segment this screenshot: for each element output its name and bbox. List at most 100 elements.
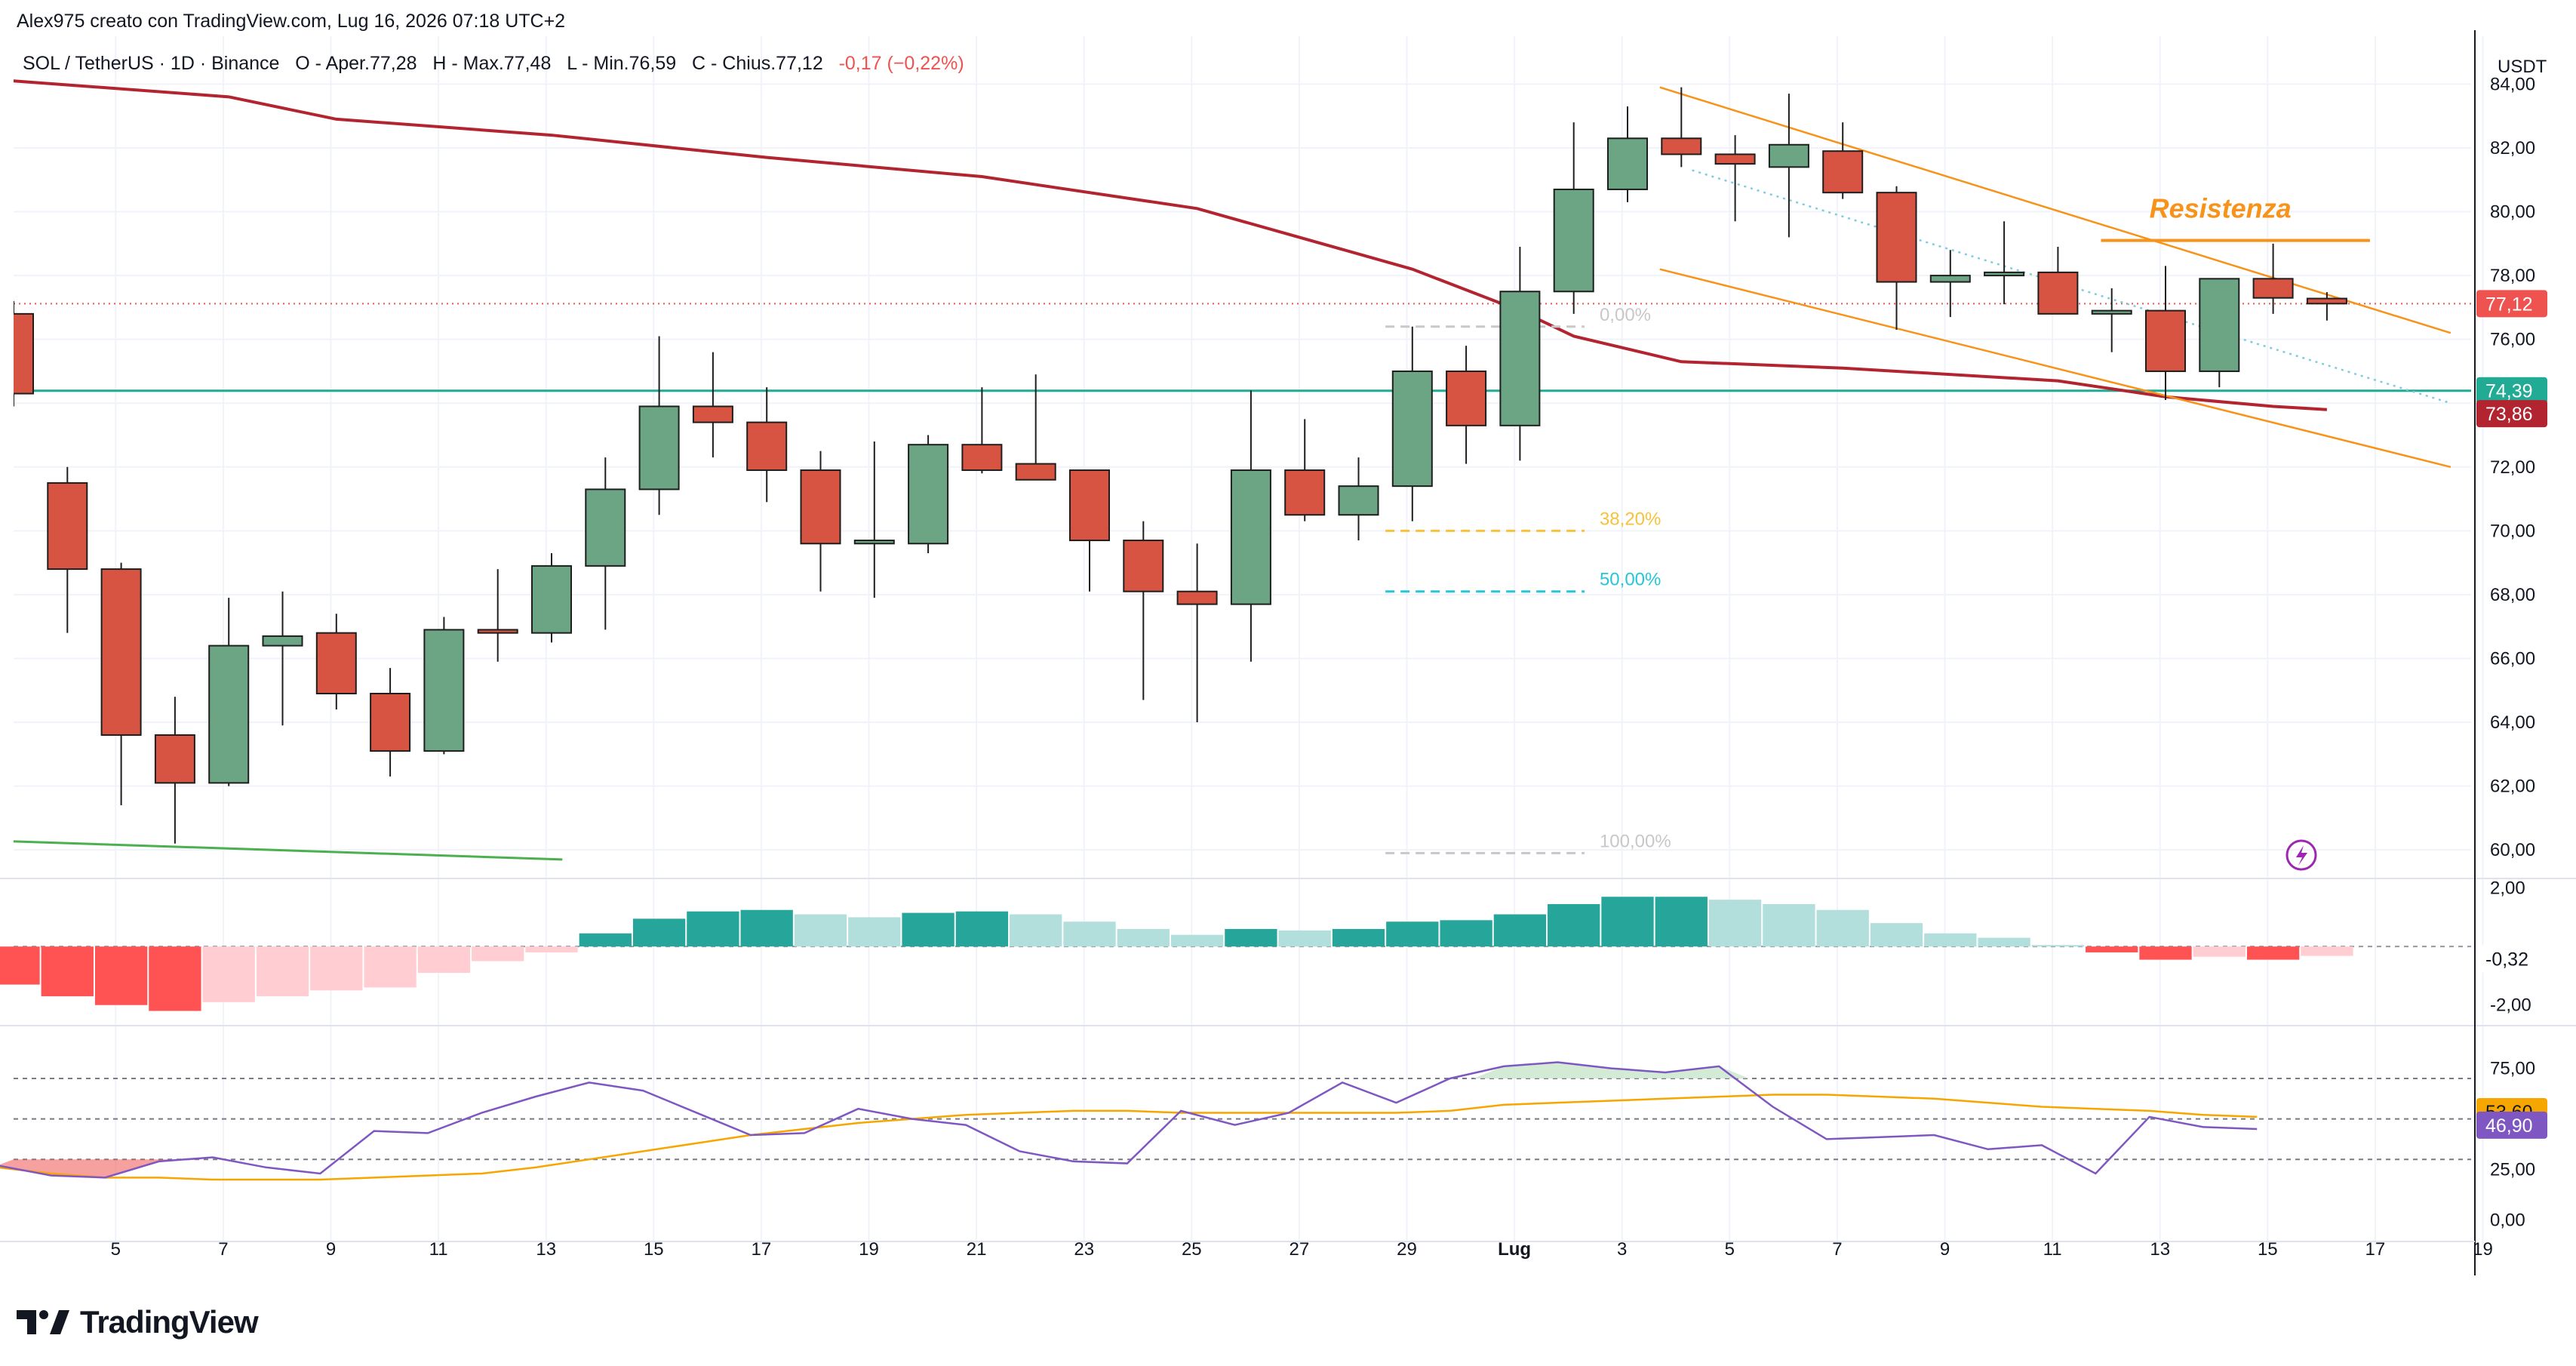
candle[interactable] xyxy=(1176,543,1218,723)
candle[interactable] xyxy=(1284,419,1326,521)
lightning-icon[interactable] xyxy=(2286,839,2317,871)
support-badge-bg xyxy=(2476,377,2547,405)
candle-body xyxy=(1338,485,1379,516)
candle[interactable] xyxy=(208,598,250,786)
candle[interactable] xyxy=(1123,521,1164,700)
candle-body xyxy=(2199,278,2240,372)
candle[interactable] xyxy=(1553,122,1594,314)
candle[interactable] xyxy=(2091,288,2132,352)
last-price-badge-text: 77,12 xyxy=(2485,294,2533,315)
candle[interactable] xyxy=(746,387,788,503)
candle[interactable] xyxy=(531,552,572,643)
time-tick-label: 13 xyxy=(536,1239,556,1260)
histogram-bar xyxy=(1493,914,1547,947)
candle-body xyxy=(692,405,733,423)
candle-body xyxy=(154,734,195,784)
candle[interactable] xyxy=(853,441,895,598)
price-tick-label: 82,00 xyxy=(2490,138,2535,158)
candle[interactable] xyxy=(1768,94,1809,238)
histogram-bar xyxy=(310,946,363,991)
candle[interactable] xyxy=(1929,250,1971,318)
histogram-bar xyxy=(41,946,94,997)
candle[interactable] xyxy=(100,562,142,805)
candle[interactable] xyxy=(1876,186,1917,330)
histogram-bar xyxy=(1978,937,2030,947)
rsi-line[interactable] xyxy=(0,1061,2258,1179)
plot-area: 0,00% 38,20% 50,00% 100,00% Resistenza xyxy=(0,42,2471,861)
candle[interactable] xyxy=(477,569,518,662)
histogram-bar xyxy=(472,946,524,961)
candle[interactable] xyxy=(423,617,465,755)
tradingview-logo[interactable]: TradingView xyxy=(17,1300,259,1345)
rsi-ma-line[interactable] xyxy=(0,1094,2258,1181)
candle-body xyxy=(208,645,250,784)
candle[interactable] xyxy=(638,336,680,515)
candle-body xyxy=(370,692,411,752)
histogram-badge: -0,32 xyxy=(2476,945,2547,973)
time-tick-label: 5 xyxy=(1725,1239,1735,1260)
candle[interactable] xyxy=(0,300,34,407)
rsi-tick-label: 0,00 xyxy=(2490,1211,2525,1231)
last-price-badge: 77,12 xyxy=(2476,290,2547,318)
price-tick-label: 78,00 xyxy=(2490,266,2535,286)
rsi-badge: 46,90 xyxy=(2476,1111,2547,1139)
candle[interactable] xyxy=(1069,469,1110,592)
time-tick-label: 23 xyxy=(1074,1239,1094,1260)
legend-symbol[interactable]: SOL / TetherUS · 1D · Binance xyxy=(23,53,280,74)
candle[interactable] xyxy=(1714,135,1756,222)
brand-name: TradingView xyxy=(80,1304,259,1340)
time-tick-label: 3 xyxy=(1617,1239,1627,1260)
rsi-oversold-fill xyxy=(0,1159,205,1178)
time-tick-label: 25 xyxy=(1182,1239,1202,1260)
histogram-bar xyxy=(417,946,471,974)
price-tick-label: 68,00 xyxy=(2490,585,2535,605)
time-tick-label: 21 xyxy=(967,1239,987,1260)
time-tick-label: 13 xyxy=(2150,1239,2170,1260)
candle[interactable] xyxy=(692,352,733,458)
candle[interactable] xyxy=(2252,243,2294,314)
candle[interactable] xyxy=(1446,346,1487,464)
candle[interactable] xyxy=(47,466,88,633)
histogram-bar xyxy=(202,946,255,1002)
histogram-bar xyxy=(1548,903,1600,947)
candle[interactable] xyxy=(1338,457,1379,541)
candle[interactable] xyxy=(2199,278,2240,388)
candle-body xyxy=(800,469,841,545)
histogram-tick-label: 2,00 xyxy=(2490,878,2525,899)
candle[interactable] xyxy=(1822,122,1864,199)
candle[interactable] xyxy=(2145,266,2186,401)
time-tick-label: 17 xyxy=(2365,1239,2386,1260)
candle[interactable] xyxy=(1661,87,1702,168)
candle[interactable] xyxy=(2037,247,2079,315)
candle[interactable] xyxy=(1499,247,1541,461)
time-axis: 5 7 9 11 13 15 17 19 21 23 25 27 29 Lug 3 5 7 9 11 13 15 17 19 xyxy=(111,1239,2493,1260)
candle[interactable] xyxy=(370,668,411,777)
candle[interactable] xyxy=(908,435,949,553)
candle[interactable] xyxy=(154,697,195,844)
candle[interactable] xyxy=(1015,374,1056,481)
candle[interactable] xyxy=(585,457,626,630)
legend-change: -0,17 (−0,22%) xyxy=(838,53,964,74)
time-tick-label: 5 xyxy=(111,1239,121,1260)
old-trendline[interactable] xyxy=(0,840,563,861)
price-tick-label: 60,00 xyxy=(2490,840,2535,860)
candle[interactable] xyxy=(315,614,357,710)
histogram xyxy=(0,897,2471,1011)
candle[interactable] xyxy=(2306,292,2347,321)
resistance-label: Resistenza xyxy=(2150,193,2292,224)
candle[interactable] xyxy=(1984,221,2025,305)
candle[interactable] xyxy=(1391,326,1433,521)
channel-lower-line[interactable] xyxy=(1659,268,2452,469)
candle[interactable] xyxy=(961,387,1003,474)
candle[interactable] xyxy=(1230,390,1271,662)
histogram-tick-label: -2,00 xyxy=(2490,995,2531,1016)
histogram-bar xyxy=(1332,928,1385,947)
ma-badge-bg xyxy=(2476,400,2547,428)
candle[interactable] xyxy=(800,451,841,592)
candle[interactable] xyxy=(1607,106,1648,202)
candle[interactable] xyxy=(262,591,303,726)
channel-upper-line[interactable] xyxy=(1659,86,2452,334)
candle-body xyxy=(1230,469,1271,605)
moving-average-line[interactable] xyxy=(0,42,2328,411)
